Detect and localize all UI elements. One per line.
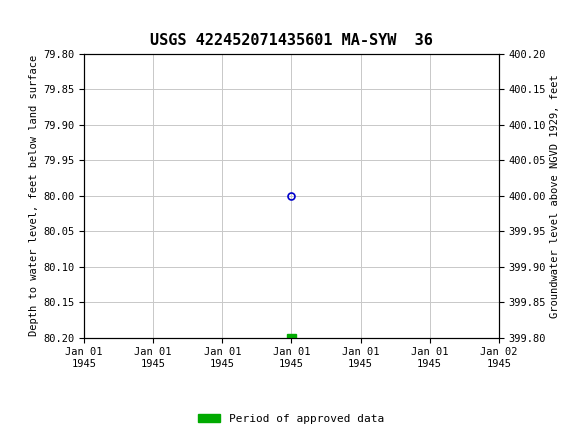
Y-axis label: Depth to water level, feet below land surface: Depth to water level, feet below land su… [29,55,39,336]
Text: ▓USGS: ▓USGS [9,7,63,28]
Title: USGS 422452071435601 MA-SYW  36: USGS 422452071435601 MA-SYW 36 [150,34,433,49]
Y-axis label: Groundwater level above NGVD 1929, feet: Groundwater level above NGVD 1929, feet [550,74,560,317]
Legend: Period of approved data: Period of approved data [194,410,389,428]
Bar [287,334,296,340]
